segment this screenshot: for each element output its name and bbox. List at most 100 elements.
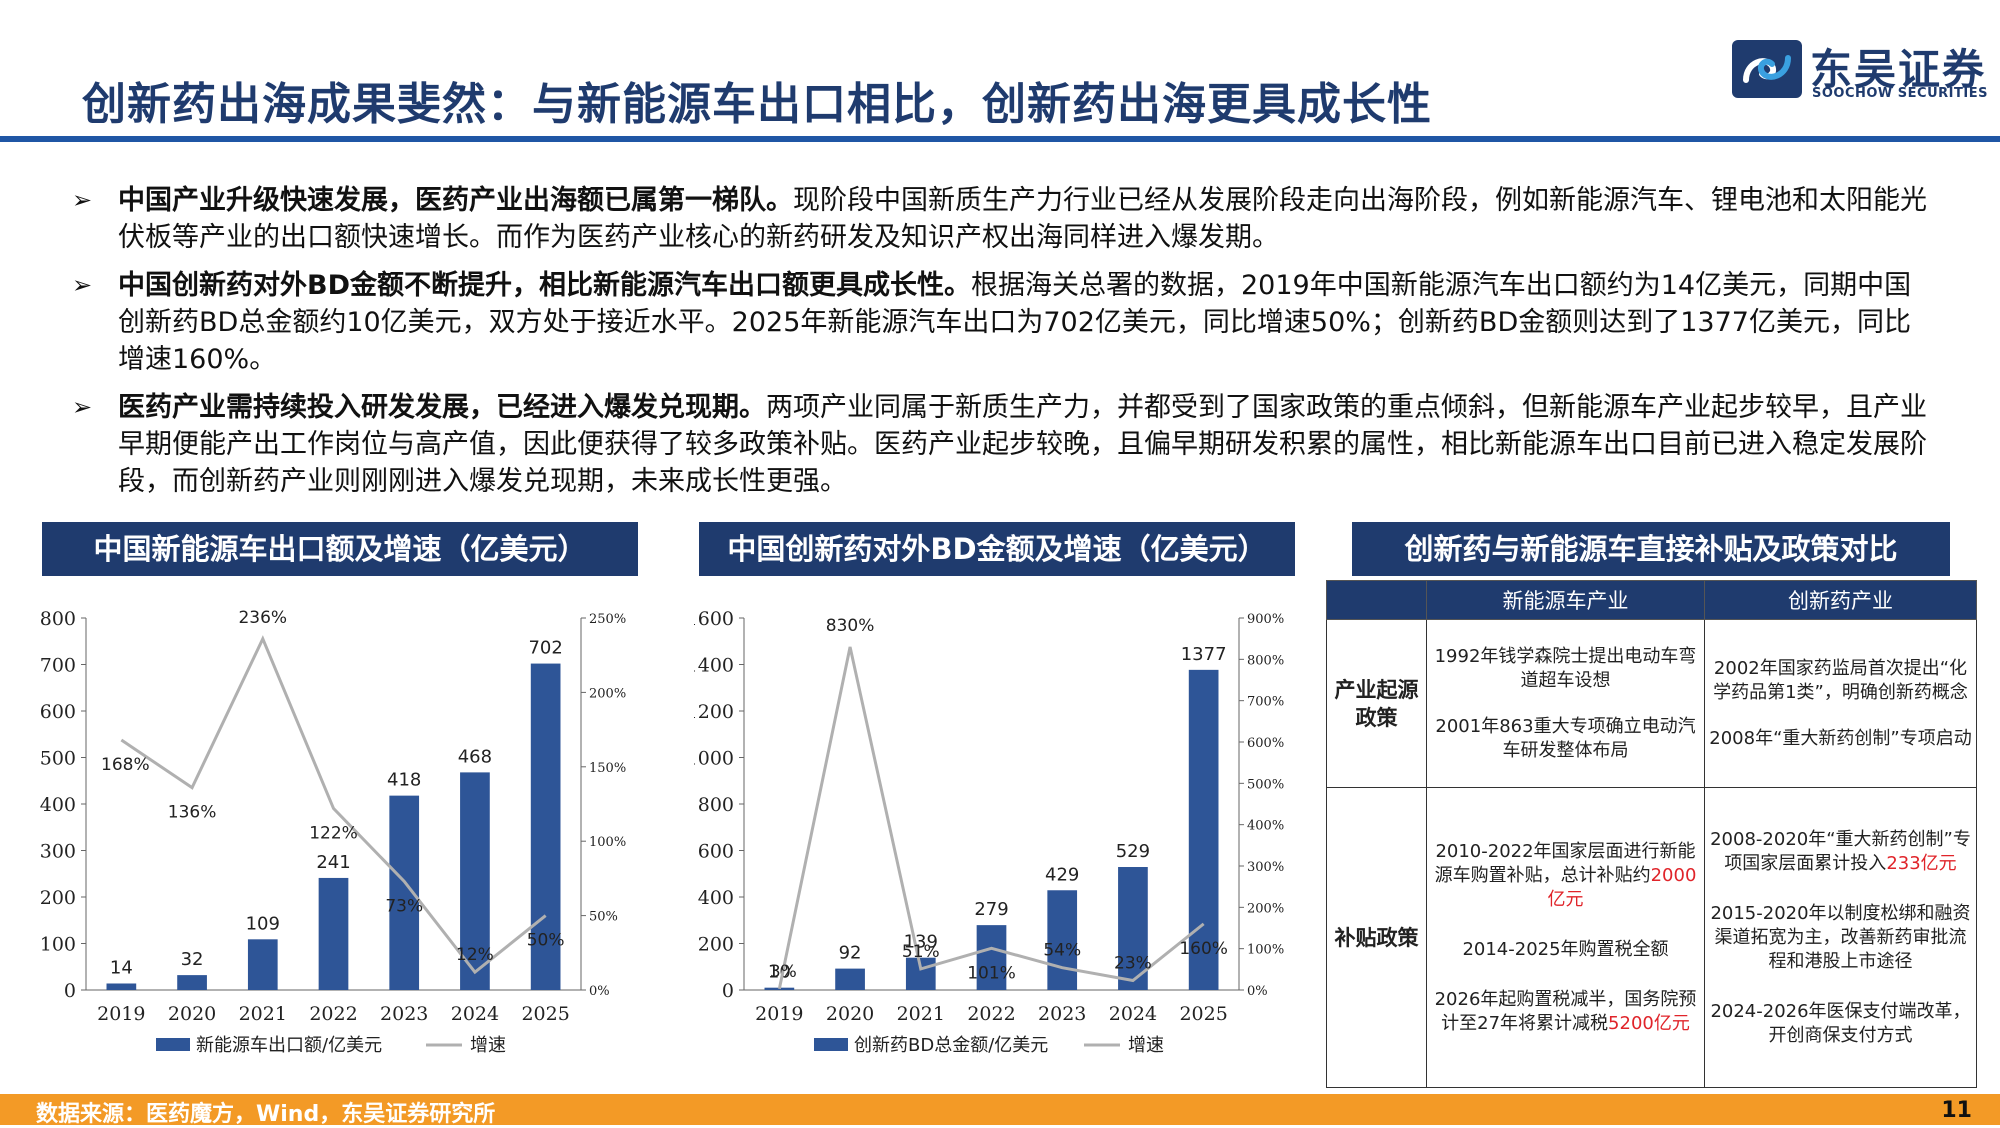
chart1-legend-line-label: 增速 (470, 1035, 506, 1056)
chart1-right-tick-label: 200% (589, 686, 626, 701)
cell-drug-subsidy: 2008-2020年“重大新药创制”专项国家层面累计投入233亿元 2015-2… (1704, 787, 1977, 1088)
chart1-legend-bar-label: 新能源车出口额/亿美元 (196, 1035, 382, 1056)
bullet-list: ➢ 中国产业升级快速发展，医药产业出海额已属第一梯队。现阶段中国新质生产力行业已… (72, 182, 1932, 511)
chart2-growth-label: 3% (770, 962, 797, 982)
chart2-right-tick-label: 500% (1247, 777, 1284, 792)
chart2-x-tick-label: 2020 (826, 1003, 874, 1025)
chart1-x-tick-label: 2020 (168, 1003, 216, 1025)
chart1-title: 中国新能源车出口额及增速（亿美元） (42, 522, 638, 576)
bullet-item: ➢ 中国创新药对外BD金额不断提升，相比新能源汽车出口额更具成长性。根据海关总署… (72, 267, 1932, 378)
chart2-bar (976, 925, 1007, 990)
chart2-right-tick-label: 100% (1247, 943, 1284, 958)
header-divider (0, 136, 2000, 142)
policy-comparison-table: 新能源车产业 创新药产业 产业起源政策 1992年钱学森院士提出电动车弯道超车设… (1326, 580, 1977, 1088)
logo-chinese-name: 东吴证券 (1810, 45, 1987, 94)
table-header-empty (1326, 580, 1427, 620)
table-header-nev: 新能源车产业 (1426, 580, 1705, 620)
cell-line: 1992年钱学森院士提出电动车弯道超车设想 (1434, 645, 1697, 691)
table-title: 创新药与新能源车直接补贴及政策对比 (1352, 522, 1950, 576)
chart2-bar-label: 279 (974, 899, 1008, 920)
cell-nev-origin: 1992年钱学森院士提出电动车弯道超车设想 2001年863重大专项确立电动汽车… (1426, 619, 1705, 788)
chart1-x-tick-label: 2023 (380, 1003, 428, 1025)
chart1-left-tick-label: 400 (40, 794, 76, 816)
chart2-growth-line (777, 646, 1205, 990)
chart1-bar-label: 14 (110, 957, 133, 978)
highlight-amount: 5200亿元 (1608, 1012, 1690, 1034)
chart2-left-tick-label: 0 (722, 980, 734, 1002)
table-header-row: 新能源车产业 创新药产业 (1326, 580, 1977, 620)
chart2-right-tick-label: 600% (1247, 736, 1284, 751)
bullet-text: 两项产业同属于新质生产力，并都受到了国家政策的重点倾斜，但新能源车产业起步较早，… (118, 392, 1927, 497)
page-number: 11 (1941, 1098, 1972, 1123)
cell-line: 2010-2022年国家层面进行新能源车购置补贴，总计补贴约2000亿元 (1430, 840, 1701, 912)
chart2-bar-label: 1377 (1181, 644, 1227, 665)
table-row: 补贴政策 2010-2022年国家层面进行新能源车购置补贴，总计补贴约2000亿… (1326, 787, 1977, 1088)
cell-line: 2015-2020年以制度松绑和融资渠道拓宽为主，改善新药审批流程和港股上市途径 (1710, 902, 1971, 972)
chart2-x-tick-label: 2023 (1038, 1003, 1086, 1025)
chart2-growth-label: 54% (1043, 941, 1081, 961)
company-logo: 东吴证券 SOOCHOW SECURITIES (1728, 36, 1987, 108)
chart2-bar-label: 529 (1116, 841, 1150, 862)
chart2-right-tick-label: 900% (1247, 612, 1284, 627)
chart2-x-tick-label: 2024 (1109, 1003, 1157, 1025)
chart2-bar-label: 139 (904, 932, 938, 953)
cell-text: 2026年起购置税减半，国务院预计至27年将累计减税 (1434, 988, 1697, 1034)
cell-line: 2001年863重大专项确立电动汽车研发整体布局 (1435, 715, 1696, 761)
chart2-x-tick-label: 2019 (755, 1003, 803, 1025)
chart2-growth-label: 830% (826, 616, 875, 636)
chart1-bar (177, 975, 207, 990)
bullet-lead: 医药产业需持续投入研发发展，已经进入爆发兑现期。 (118, 392, 766, 423)
data-source: 数据来源：医药魔方，Wind，东吴证券研究所 (36, 1102, 496, 1127)
chart2-left-tick-label: 1000 (694, 748, 734, 770)
chart1-x-tick-label: 2022 (309, 1003, 357, 1025)
chart2-growth-label: 101% (967, 963, 1016, 983)
chart1-bar-label: 109 (246, 913, 280, 934)
chart1-growth-label: 236% (238, 608, 287, 628)
cell-text: 2008-2020年“重大新药创制”专项国家层面累计投入 (1710, 828, 1971, 874)
chart1-right-tick-label: 50% (589, 910, 618, 925)
bullet-lead: 中国产业升级快速发展，医药产业出海额已属第一梯队。 (118, 185, 793, 216)
cell-line: 2002年国家药监局首次提出“化学药品第1类”，明确创新药概念 (1713, 657, 1968, 703)
table-row: 产业起源政策 1992年钱学森院士提出电动车弯道超车设想 2001年863重大专… (1326, 619, 1977, 788)
chart1-growth-label: 168% (101, 755, 150, 775)
chart2-bar (1047, 890, 1078, 990)
chart1-right-tick-label: 250% (589, 612, 626, 627)
chart2-title: 中国创新药对外BD金额及增速（亿美元） (699, 522, 1295, 576)
cell-nev-subsidy: 2010-2022年国家层面进行新能源车购置补贴，总计补贴约2000亿元 201… (1426, 787, 1705, 1088)
chart2-growth-label: 51% (902, 942, 940, 962)
chart2-bar-label: 92 (839, 943, 862, 964)
cell-line: 2024-2026年医保支付端改革，开创商保支付方式 (1710, 1000, 1971, 1046)
chart1-bar (106, 983, 137, 990)
chart2-right-tick-label: 300% (1247, 860, 1284, 875)
chart1-right-tick-label: 100% (589, 835, 626, 850)
chart2-right-tick-label: 700% (1247, 695, 1284, 710)
chart1-x-tick-label: 2019 (97, 1003, 145, 1025)
chart2-left-tick-label: 200 (698, 934, 734, 956)
chart2-growth-label: 160% (1179, 939, 1228, 959)
chart1-x-tick-label: 2021 (239, 1003, 287, 1025)
chart1-left-tick-label: 100 (40, 934, 76, 956)
chart2-left-tick-label: 1200 (694, 701, 734, 723)
chart2-right-tick-label: 200% (1247, 901, 1284, 916)
chart1-growth-label: 12% (456, 945, 494, 965)
chart1-bar (318, 877, 349, 990)
bullet-item: ➢ 中国产业升级快速发展，医药产业出海额已属第一梯队。现阶段中国新质生产力行业已… (72, 182, 1932, 256)
chart1-right-tick-label: 0% (589, 984, 610, 999)
cell-drug-origin: 2002年国家药监局首次提出“化学药品第1类”，明确创新药概念 2008年“重大… (1704, 619, 1977, 788)
drug-bd-chart: 0 200 400 600 800 1000 1200 1400 1600 0% 100% 200% 3… (694, 608, 1284, 1056)
chart2-left-tick-label: 1600 (694, 608, 734, 630)
chart2-right-tick-label: 800% (1247, 653, 1284, 668)
chart2-x-tick-label: 2022 (967, 1003, 1015, 1025)
chart1-bar (530, 663, 561, 990)
chart1-left-tick-label: 300 (40, 841, 76, 863)
chart1-growth-line (120, 635, 547, 975)
cell-text: 2010-2022年国家层面进行新能源车购置补贴，总计补贴约 (1434, 840, 1696, 886)
chart2-x-tick-label: 2025 (1179, 1003, 1227, 1025)
row-head-origin: 产业起源政策 (1326, 619, 1427, 788)
chart1-bar-label: 32 (181, 949, 204, 970)
logo-english-name: SOOCHOW SECURITIES (1812, 86, 1988, 101)
cell-line: 2008-2020年“重大新药创制”专项国家层面累计投入233亿元 (1708, 828, 1973, 876)
chart1-growth-label: 136% (168, 803, 217, 823)
chart2-bar (1118, 867, 1148, 990)
chart1-bar (247, 939, 278, 990)
